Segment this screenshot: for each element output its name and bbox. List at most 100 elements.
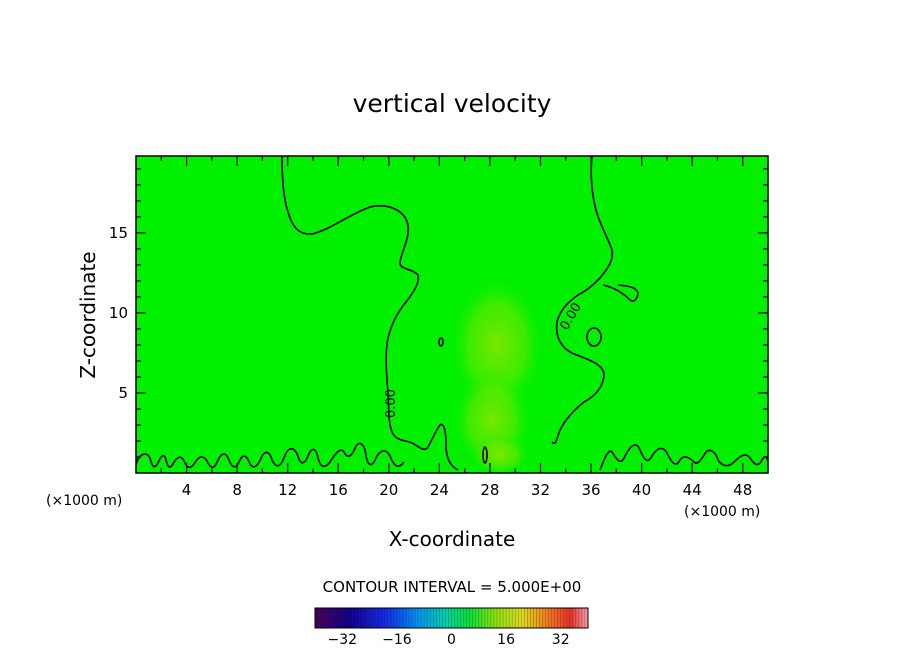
- colorbar-cell: [457, 608, 461, 628]
- colorbar-cell: [575, 608, 580, 628]
- colorbar-cell: [430, 608, 434, 628]
- colorbar-cell: [387, 608, 392, 628]
- colorbar-cell: [506, 608, 510, 628]
- colorbar-cell: [354, 608, 358, 628]
- x-tick-label: 44: [683, 481, 702, 499]
- x-tick-label: 28: [480, 481, 499, 499]
- zero-contour-right: [551, 156, 614, 445]
- colorbar-cell: [321, 608, 325, 628]
- colorbar-cell: [336, 608, 340, 628]
- colorbar-cell: [333, 608, 337, 628]
- colorbar-cell: [518, 608, 522, 628]
- zero-contour-blob-center: [482, 446, 488, 464]
- colorbar-cell: [539, 608, 543, 628]
- colorbar-cell: [466, 608, 470, 628]
- colorbar-cell: [487, 608, 492, 628]
- colorbar-cell: [342, 608, 346, 628]
- colorbar-cell: [393, 608, 398, 628]
- colorbar-cell: [363, 608, 367, 628]
- colorbar-cell: [424, 608, 428, 628]
- colorbar-labels: −32 −16 0 16 32: [328, 632, 570, 648]
- colorbar-cell: [366, 608, 370, 628]
- colorbar-cell: [399, 608, 404, 628]
- colorbar-cell: [566, 608, 570, 628]
- zero-contour-blob-left: [438, 337, 444, 347]
- colorbar-cell: [375, 608, 379, 628]
- colorbar-cell: [402, 608, 407, 628]
- colorbar-cell: [454, 608, 458, 628]
- colorbar-cell: [569, 608, 574, 628]
- colorbar-cell: [369, 608, 373, 628]
- x-tick-label: 36: [581, 481, 600, 499]
- contour-label-left: 0.00: [384, 389, 399, 418]
- y-tick-label: 5: [118, 384, 128, 402]
- x-tick-label: 12: [278, 481, 297, 499]
- colorbar-cell: [445, 608, 449, 628]
- colorbar-cell: [551, 608, 555, 628]
- contour-interval-label: CONTOUR INTERVAL = 5.000E+00: [323, 578, 582, 596]
- colorbar-cell: [345, 608, 349, 628]
- colorbar-tick-label: 16: [497, 632, 515, 648]
- y-axis-ticks: 5 10 15: [109, 168, 768, 458]
- x-tick-label: 40: [632, 481, 651, 499]
- colorbar-cell: [409, 608, 413, 628]
- colorbar-cell: [478, 608, 483, 628]
- colorbar-cell: [515, 608, 519, 628]
- colorbar-cell: [560, 608, 564, 628]
- colorbar-cell: [442, 608, 446, 628]
- colorbar-cell: [500, 608, 504, 628]
- x-axis-ticks: 4 8 12 16 20 24 28 32 36 40 44 48: [160, 156, 752, 499]
- x-tick-label: 4: [182, 481, 192, 499]
- colorbar-cell: [545, 608, 549, 628]
- colorbar-cell: [581, 608, 586, 628]
- colorbar-cell: [412, 608, 416, 628]
- x-axis-unit-right: (×1000 m): [684, 504, 760, 520]
- colorbar-tick-label: 0: [447, 632, 456, 648]
- colorbar-cell: [418, 608, 422, 628]
- colorbar-cell: [527, 608, 531, 628]
- colorbar-cell: [381, 608, 385, 628]
- colorbar-cell: [481, 608, 486, 628]
- colorbar-cell: [378, 608, 382, 628]
- plot-frame: [135, 155, 769, 474]
- colorbar-cell: [384, 608, 388, 628]
- zero-contour-blob-right: [586, 327, 602, 347]
- x-tick-label: 8: [232, 481, 242, 499]
- colorbar-cell: [315, 608, 319, 628]
- colorbar-cell: [406, 608, 410, 628]
- zero-contour-upper-right: [602, 284, 639, 302]
- colorbar-cell: [557, 608, 561, 628]
- colorbar-cell: [436, 608, 440, 628]
- colorbar-cell: [521, 608, 525, 628]
- x-tick-label: 16: [329, 481, 348, 499]
- colorbar-cell: [372, 608, 376, 628]
- colorbar-cell: [469, 608, 473, 628]
- colorbar-cell: [327, 608, 331, 628]
- colorbar-cell: [390, 608, 395, 628]
- colorbar-cell: [421, 608, 425, 628]
- colorbar-cell: [339, 608, 343, 628]
- colorbar-cell: [396, 608, 401, 628]
- y-tick-label: 15: [109, 224, 128, 242]
- x-tick-label: 20: [379, 481, 398, 499]
- colorbar-cell: [415, 608, 419, 628]
- zero-contour-left: [281, 156, 459, 471]
- colorbar-cell: [351, 608, 355, 628]
- colorbar-cell: [324, 608, 328, 628]
- colorbar-cell: [493, 608, 498, 628]
- colorbar-cell: [563, 608, 567, 628]
- colorbar-cell: [360, 608, 364, 628]
- colorbar: [314, 607, 589, 629]
- colorbar-cell: [524, 608, 528, 628]
- colorbar-cell: [548, 608, 552, 628]
- colorbar-cell: [448, 608, 452, 628]
- x-tick-label: 48: [733, 481, 752, 499]
- x-tick-label: 24: [430, 481, 449, 499]
- colorbar-cell: [503, 608, 507, 628]
- y-axis-title: Z-coordinate: [76, 251, 100, 378]
- colorbar-cell: [318, 608, 322, 628]
- x-axis-unit-left: (×1000 m): [46, 493, 122, 509]
- colorbar-cell: [427, 608, 431, 628]
- colorbar-cell: [584, 608, 589, 628]
